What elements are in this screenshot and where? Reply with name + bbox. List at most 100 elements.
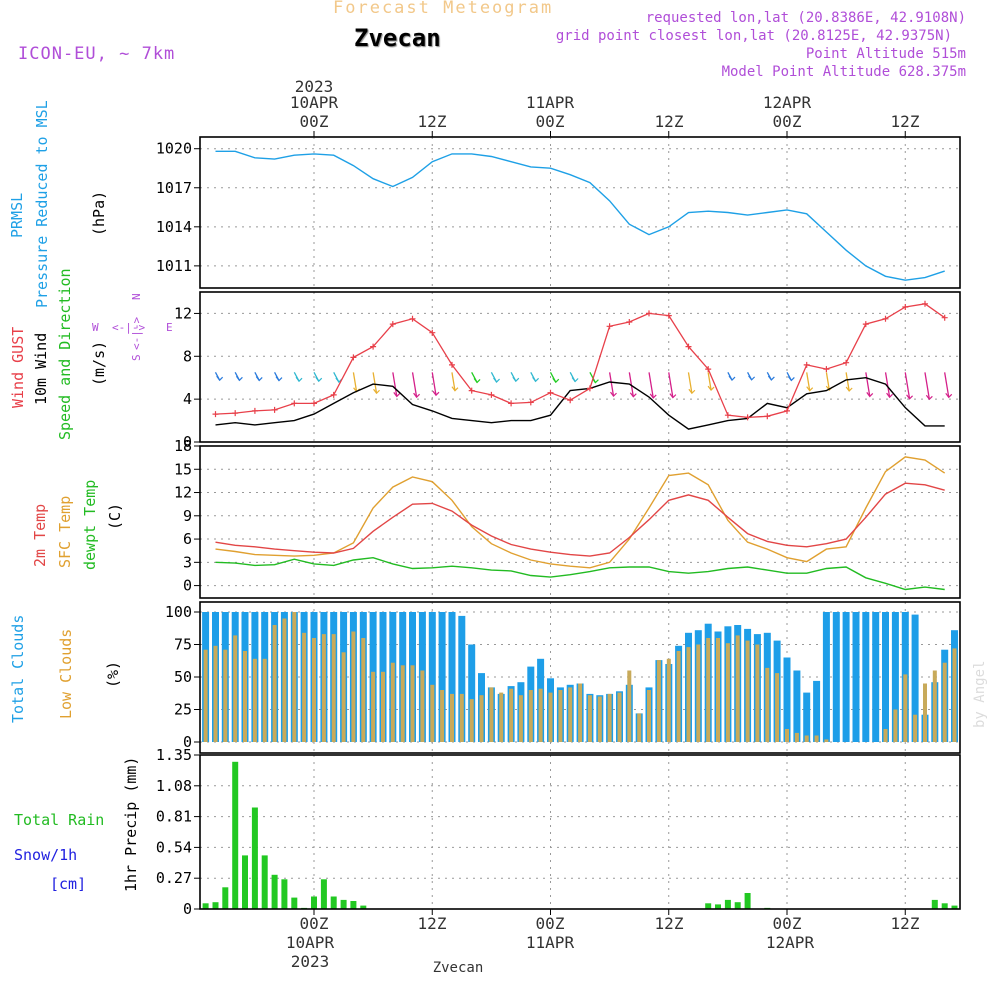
- low-cloud-bar: [903, 674, 908, 742]
- wind-10m-line: [215, 376, 945, 430]
- total-cloud-bar: [793, 670, 801, 742]
- grid-point-coords: grid point closest lon,lat (20.8125E, 42…: [555, 28, 952, 44]
- low-cloud-bar: [785, 729, 789, 742]
- low-cloud-bar: [312, 638, 316, 742]
- temp-2m-line: [215, 482, 945, 557]
- low-cloud-bar: [302, 632, 307, 742]
- y-tick-label: 50: [174, 668, 192, 686]
- gust-marker: [232, 410, 239, 417]
- wind-arrow: [707, 372, 712, 391]
- total-cloud-bar: [438, 612, 446, 742]
- wind-arrow-head: [552, 377, 560, 384]
- bottom-hour-label: 12Z: [418, 914, 447, 933]
- top-hour-label: 00Z: [536, 112, 565, 131]
- percent-label: (%): [104, 661, 122, 688]
- low-cloud-bar: [410, 665, 415, 742]
- low-cloud-bar: [331, 634, 336, 742]
- wind-arrow-head: [512, 376, 520, 383]
- prmsl-desc-label: Pressure Reduced to MSL: [33, 100, 51, 308]
- gust-marker: [488, 391, 495, 398]
- gust-marker: [764, 413, 771, 420]
- bottom-date-label: 10APR: [286, 933, 335, 952]
- rain-bar: [232, 761, 239, 909]
- hpa-label: (hPa): [90, 191, 108, 236]
- gust-marker: [449, 361, 455, 368]
- y-tick-label: 1020: [156, 140, 192, 158]
- data-layer: [202, 150, 958, 909]
- panel-frame: [199, 754, 961, 910]
- y-tick-label: 1014: [156, 218, 192, 236]
- total-cloud-bar: [842, 612, 850, 742]
- bottom-hour-label: 00Z: [773, 914, 802, 933]
- low-cloud-bar: [587, 695, 592, 742]
- y-tick-label: 0: [183, 433, 192, 451]
- low-cloud-bar: [765, 667, 770, 742]
- low-cloud-bar: [252, 658, 257, 742]
- gust-marker: [586, 385, 593, 392]
- wind-arrow-head: [255, 376, 263, 382]
- bottom-year-label: 2023: [291, 952, 330, 971]
- rain-bar: [330, 896, 337, 909]
- total-cloud-bar: [448, 612, 456, 742]
- gust-marker: [291, 400, 298, 407]
- wind-arrow: [392, 372, 398, 397]
- total-cloud-bar: [822, 612, 830, 742]
- rain-bar: [931, 899, 938, 909]
- wind-arrow: [608, 372, 615, 397]
- rain-bar: [271, 874, 278, 909]
- gust-marker: [370, 343, 377, 350]
- wind-arrow: [904, 372, 911, 399]
- rain-bar: [261, 855, 268, 909]
- gust-marker: [882, 315, 889, 322]
- total-cloud-bar: [803, 692, 811, 742]
- wind-gust-line: [215, 303, 946, 419]
- gust-marker: [527, 399, 534, 406]
- wind-arrow-head: [866, 392, 874, 398]
- top-hour-label: 12Z: [655, 112, 684, 131]
- low-cloud-bar: [775, 673, 780, 742]
- y-tick-label: 6: [183, 530, 192, 548]
- watermark: by Angel: [972, 661, 988, 728]
- bottom-hour-label: 12Z: [655, 914, 684, 933]
- low-cloud-bar: [597, 696, 602, 742]
- wind-arrow-head: [393, 392, 401, 398]
- low-cloud-bar: [233, 635, 238, 742]
- gust-marker: [724, 412, 731, 419]
- svg-text:S: S: [130, 354, 143, 361]
- low-cloud-bar: [203, 649, 208, 742]
- y-tick-label: 18: [174, 437, 192, 455]
- wind-arrow-head: [295, 376, 303, 383]
- gust-marker: [606, 323, 613, 330]
- y-tick-label: 1011: [156, 257, 192, 275]
- wind-arrow-head: [945, 392, 953, 399]
- wind-arrow-head: [373, 388, 380, 395]
- wind-arrow: [668, 372, 674, 398]
- low-cloud-bar: [420, 670, 425, 742]
- low-cloud-bar: [400, 665, 405, 742]
- gust-marker: [251, 407, 258, 414]
- y-tick-label: 1017: [156, 179, 192, 197]
- rain-bar: [350, 901, 357, 909]
- low-cloud-bar: [213, 645, 218, 742]
- ms-label: (m/s): [90, 341, 108, 386]
- low-cloud-bar: [735, 635, 740, 742]
- rain-bar: [941, 903, 948, 909]
- low-cloud-bar: [538, 688, 543, 742]
- point-altitude: Point Altitude 515m: [805, 46, 966, 62]
- wind-speed-dir-label: Speed and Direction: [56, 268, 74, 440]
- rain-bar: [734, 902, 741, 909]
- wind-arrow: [687, 372, 693, 394]
- rain-bar: [951, 905, 958, 909]
- gust-marker: [547, 389, 554, 396]
- total-cloud-bar: [783, 657, 791, 742]
- wind-arrow: [806, 372, 811, 391]
- low-cloud-bar: [942, 662, 947, 742]
- gust-marker: [665, 312, 672, 319]
- bottom-hour-label: 00Z: [536, 914, 565, 933]
- requested-coords: requested lon,lat (20.8386E, 42.9108N): [645, 10, 966, 26]
- snow-unit-label: [cm]: [50, 875, 86, 893]
- y-tick-label: 15: [174, 460, 192, 478]
- low-cloud-bar: [371, 671, 376, 742]
- low-cloud-bar: [952, 648, 957, 742]
- wind-arrow-head: [413, 392, 421, 399]
